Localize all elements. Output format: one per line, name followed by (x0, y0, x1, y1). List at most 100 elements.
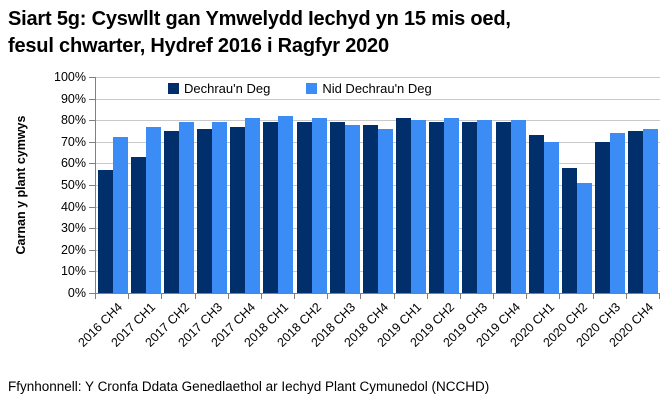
bar-2018-ch4-dechraun-deg (362, 124, 378, 293)
bar-group-2016-ch4 (96, 77, 129, 293)
legend-label-dechraun-deg: Dechrau'n Deg (184, 81, 271, 96)
y-tick-label-100: 100% (54, 70, 86, 84)
legend-swatch-nid-dechraun-deg (306, 83, 318, 94)
bar-2018-ch3-dechraun-deg (329, 122, 345, 293)
y-tick-mark-70 (89, 141, 95, 143)
bar-group-2018-ch1 (262, 77, 295, 293)
x-tick-mark-7 (327, 294, 328, 299)
y-tick-mark-80 (89, 120, 95, 122)
y-tick-mark-20 (89, 249, 95, 251)
bar-group-2017-ch3 (196, 77, 229, 293)
x-tick-mark-14 (559, 294, 560, 299)
x-tick-mark-5 (261, 294, 262, 299)
y-tick-label-40: 40% (60, 199, 86, 214)
bar-2019-ch3-dechraun-deg (462, 122, 478, 293)
plot-area (95, 77, 660, 294)
y-axis-tick-labels: 0% 10% 20% 30% 40% 50% 60% 70% 80% 90% 100% (38, 70, 86, 300)
y-tick-mark-10 (89, 271, 95, 273)
bar-2018-ch4-nid-dechraun-deg (377, 128, 393, 293)
bar-2017-ch3-dechraun-deg (197, 128, 213, 293)
bar-group-2019-ch1 (395, 77, 428, 293)
chart-title-line2: fesul chwarter, Hydref 2016 i Ragfyr 202… (8, 35, 389, 57)
y-tick-mark-60 (89, 163, 95, 165)
y-tick-mark-30 (89, 228, 95, 230)
x-tick-mark-0 (95, 294, 96, 299)
legend-item-dechraun-deg: Dechrau'n Deg (168, 81, 270, 96)
bar-2020-ch2-dechraun-deg (561, 167, 577, 293)
x-tick-mark-15 (593, 294, 594, 299)
gridline-90 (96, 98, 660, 100)
gridline-100 (96, 77, 660, 78)
y-tick-label-60: 60% (60, 156, 86, 171)
legend-swatch-dechraun-deg (168, 83, 179, 94)
y-tick-label-70: 70% (60, 134, 86, 149)
bar-series (96, 77, 660, 293)
bar-group-2018-ch3 (328, 77, 361, 293)
bar-group-2019-ch4 (494, 77, 527, 293)
bar-2018-ch2-dechraun-deg (296, 122, 312, 293)
x-tick-mark-2 (161, 294, 162, 299)
y-tick-mark-40 (89, 206, 95, 208)
bar-group-2020-ch4 (627, 77, 660, 293)
bar-2017-ch4-nid-dechraun-deg (245, 118, 261, 293)
legend-item-nid-dechraun-deg: Nid Dechrau'n Deg (306, 81, 432, 96)
bar-2017-ch3-nid-dechraun-deg (212, 122, 228, 293)
x-tick-mark-12 (493, 294, 494, 299)
gridline-80 (96, 120, 660, 122)
bar-group-2019-ch2 (428, 77, 461, 293)
bar-2019-ch3-nid-dechraun-deg (477, 120, 493, 293)
bar-group-2017-ch2 (162, 77, 195, 293)
y-tick-label-30: 30% (60, 221, 86, 236)
bar-2020-ch3-nid-dechraun-deg (610, 133, 626, 293)
bar-2020-ch3-dechraun-deg (595, 141, 611, 293)
bar-2020-ch4-nid-dechraun-deg (643, 128, 659, 293)
y-tick-mark-90 (89, 98, 95, 100)
legend-label-nid-dechraun-deg: Nid Dechrau'n Deg (322, 81, 432, 96)
bar-2018-ch2-nid-dechraun-deg (311, 118, 327, 293)
bar-group-2020-ch1 (527, 77, 560, 293)
x-tick-mark-16 (626, 294, 627, 299)
bar-2019-ch4-dechraun-deg (495, 122, 511, 293)
bar-group-2020-ch3 (594, 77, 627, 293)
x-tick-mark-3 (195, 294, 196, 299)
bar-group-2017-ch1 (129, 77, 162, 293)
bar-2018-ch1-nid-dechraun-deg (278, 115, 294, 293)
y-tick-mark-0 (89, 293, 95, 294)
y-tick-mark-100 (89, 77, 95, 78)
bar-2017-ch2-nid-dechraun-deg (178, 122, 194, 293)
bar-2017-ch1-nid-dechraun-deg (145, 126, 161, 293)
x-tick-mark-17 (659, 294, 660, 299)
bar-2020-ch2-nid-dechraun-deg (576, 182, 592, 293)
y-tick-label-20: 20% (60, 242, 86, 257)
bar-2020-ch1-dechraun-deg (528, 135, 544, 293)
bar-2016-ch4-dechraun-deg (97, 169, 113, 293)
y-tick-label-90: 90% (60, 91, 86, 106)
y-tick-label-0: 0% (67, 286, 86, 300)
x-tick-mark-9 (394, 294, 395, 299)
bar-group-2018-ch2 (295, 77, 328, 293)
bar-2020-ch1-nid-dechraun-deg (543, 141, 559, 293)
bar-group-2019-ch3 (461, 77, 494, 293)
x-tick-mark-10 (427, 294, 428, 299)
x-tick-mark-13 (526, 294, 527, 299)
bar-group-2018-ch4 (361, 77, 394, 293)
x-tick-mark-11 (460, 294, 461, 299)
bar-2018-ch3-nid-dechraun-deg (344, 124, 360, 293)
x-tick-mark-6 (294, 294, 295, 299)
y-tick-mark-50 (89, 185, 95, 186)
bar-group-2017-ch4 (229, 77, 262, 293)
bar-2017-ch2-dechraun-deg (163, 131, 179, 293)
x-tick-mark-1 (128, 294, 129, 299)
bar-2017-ch4-dechraun-deg (230, 126, 246, 293)
y-tick-label-50: 50% (60, 178, 86, 192)
bar-2019-ch2-nid-dechraun-deg (444, 118, 460, 293)
bar-2019-ch1-dechraun-deg (396, 118, 412, 293)
y-axis-tick-marks (89, 77, 95, 294)
x-tick-mark-4 (228, 294, 229, 299)
y-tick-label-10: 10% (60, 264, 86, 279)
bar-2019-ch4-nid-dechraun-deg (510, 120, 526, 293)
source-note: Ffynhonnell: Y Cronfa Ddata Genedlaethol… (8, 379, 490, 394)
x-axis-tick-marks (95, 294, 660, 299)
bar-2018-ch1-dechraun-deg (263, 122, 279, 293)
